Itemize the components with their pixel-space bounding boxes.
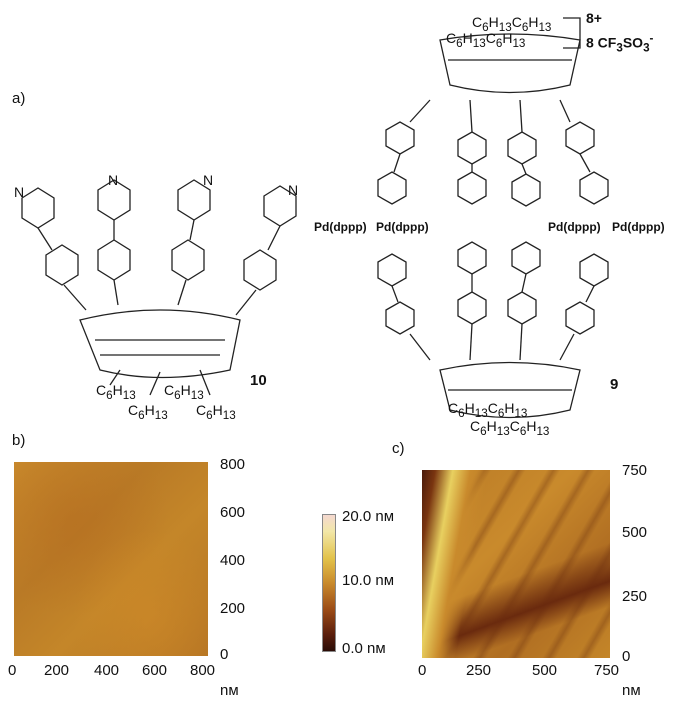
- mol9-pd-3: Pd(dppp): [548, 220, 601, 234]
- afm-b-ytick-600: 600: [220, 504, 246, 521]
- height-colorbar: [322, 514, 336, 652]
- afm-b-ytick-200: 200: [220, 600, 246, 617]
- panel-a-label: a): [12, 90, 26, 107]
- afm-b-xtick-600: 600: [142, 662, 168, 679]
- afm-c-unit: nм: [622, 682, 641, 699]
- afm-b-ytick-400: 400: [220, 552, 246, 569]
- afm-b-xtick-800: 800: [190, 662, 216, 679]
- afm-b-ytick-800: 800: [220, 456, 246, 473]
- mol9-hexyl-top-2: C6H13C6H13: [446, 30, 526, 50]
- afm-b-xtick-400: 400: [94, 662, 120, 679]
- compound-label-9: 9: [610, 376, 619, 393]
- colorbar-label-mid: 10.0 nм: [342, 572, 395, 589]
- afm-c-xtick-500: 500: [532, 662, 558, 679]
- mol10-hexyl-2: C6H13: [164, 382, 204, 402]
- mol9-pd-4: Pd(dppp): [612, 220, 665, 234]
- afm-image-c: [422, 470, 610, 658]
- mol9-pd-2: Pd(dppp): [376, 220, 429, 234]
- compound-label-10: 10: [250, 372, 267, 389]
- afm-c-xtick-0: 0: [418, 662, 427, 679]
- mol10-pyridine-n-3: N: [203, 172, 214, 188]
- afm-b-xtick-0: 0: [8, 662, 17, 679]
- panel-c-label: c): [392, 440, 405, 457]
- mol9-hexyl-bottom-2: C6H13C6H13: [470, 418, 550, 438]
- mol9-pd-1: Pd(dppp): [314, 220, 367, 234]
- afm-b-unit: nм: [220, 682, 239, 699]
- afm-c-ytick-750: 750: [622, 462, 648, 479]
- afm-image-b: [14, 462, 208, 656]
- mol9-counterion: 8 CF3SO3-: [586, 32, 654, 55]
- mol10-hexyl-4: C6H13: [196, 402, 236, 422]
- mol10-pyridine-n-1: N: [14, 184, 25, 200]
- afm-c-ytick-0: 0: [622, 648, 631, 665]
- afm-c-ytick-250: 250: [622, 588, 648, 605]
- afm-c-xtick-750: 750: [594, 662, 620, 679]
- panel-b-label: b): [12, 432, 26, 449]
- mol9-charge: 8+: [586, 10, 602, 26]
- colorbar-label-min: 0.0 nм: [342, 640, 386, 657]
- afm-b-xtick-200: 200: [44, 662, 70, 679]
- mol10-pyridine-n-4: N: [288, 182, 299, 198]
- mol9-hexyl-bottom-1: C6H13C6H13: [448, 400, 528, 420]
- mol9-hexyl-top-1: C6H13C6H13: [472, 14, 552, 34]
- mol10-pyridine-n-2: N: [108, 172, 119, 188]
- colorbar-label-max: 20.0 nм: [342, 508, 395, 525]
- afm-b-ytick-0: 0: [220, 646, 229, 663]
- afm-c-ytick-500: 500: [622, 524, 648, 541]
- mol10-hexyl-3: C6H13: [128, 402, 168, 422]
- mol10-hexyl-1: C6H13: [96, 382, 136, 402]
- afm-c-xtick-250: 250: [466, 662, 492, 679]
